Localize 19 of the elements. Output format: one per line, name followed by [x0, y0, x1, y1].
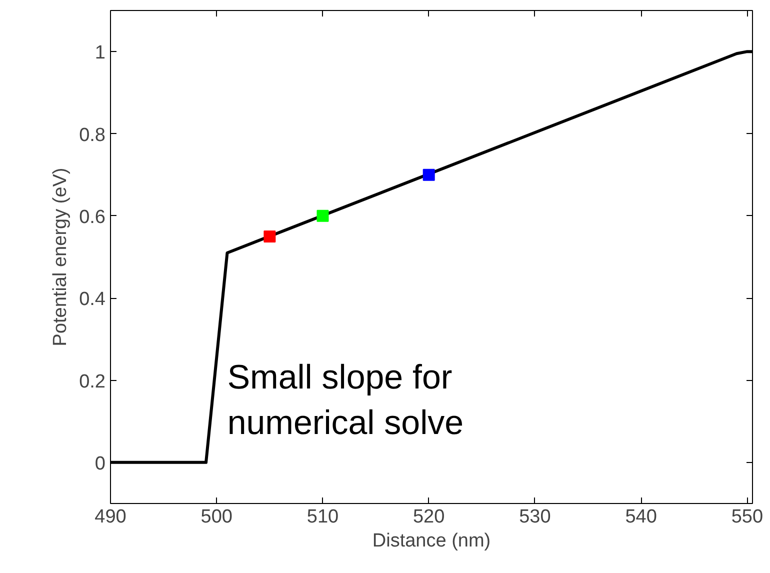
- x-tick-label: 530: [519, 506, 551, 528]
- x-tick-label: 520: [412, 506, 445, 528]
- y-tick-label: 0.2: [79, 371, 106, 392]
- y-tick-label: 0.8: [79, 124, 106, 146]
- y-tick-label: 0.6: [79, 206, 106, 228]
- x-tick-label: 550: [731, 506, 764, 528]
- y-tick-label: 0.4: [79, 289, 106, 310]
- y-tick-label: 1: [94, 42, 106, 64]
- x-tick-label: 500: [200, 506, 232, 528]
- x-tick-label: 510: [306, 506, 339, 528]
- x-tick-label: 490: [94, 506, 126, 528]
- point: [422, 168, 435, 181]
- x-tick-label: 540: [625, 506, 657, 528]
- annotation: Small slope for numerical solve: [227, 358, 464, 442]
- y-tick-label: 0: [94, 453, 106, 474]
- y-axis-title: Potential energy (eV): [50, 168, 72, 346]
- x-axis-title: Distance (nm): [372, 530, 491, 552]
- point: [316, 210, 329, 222]
- point: [264, 230, 276, 242]
